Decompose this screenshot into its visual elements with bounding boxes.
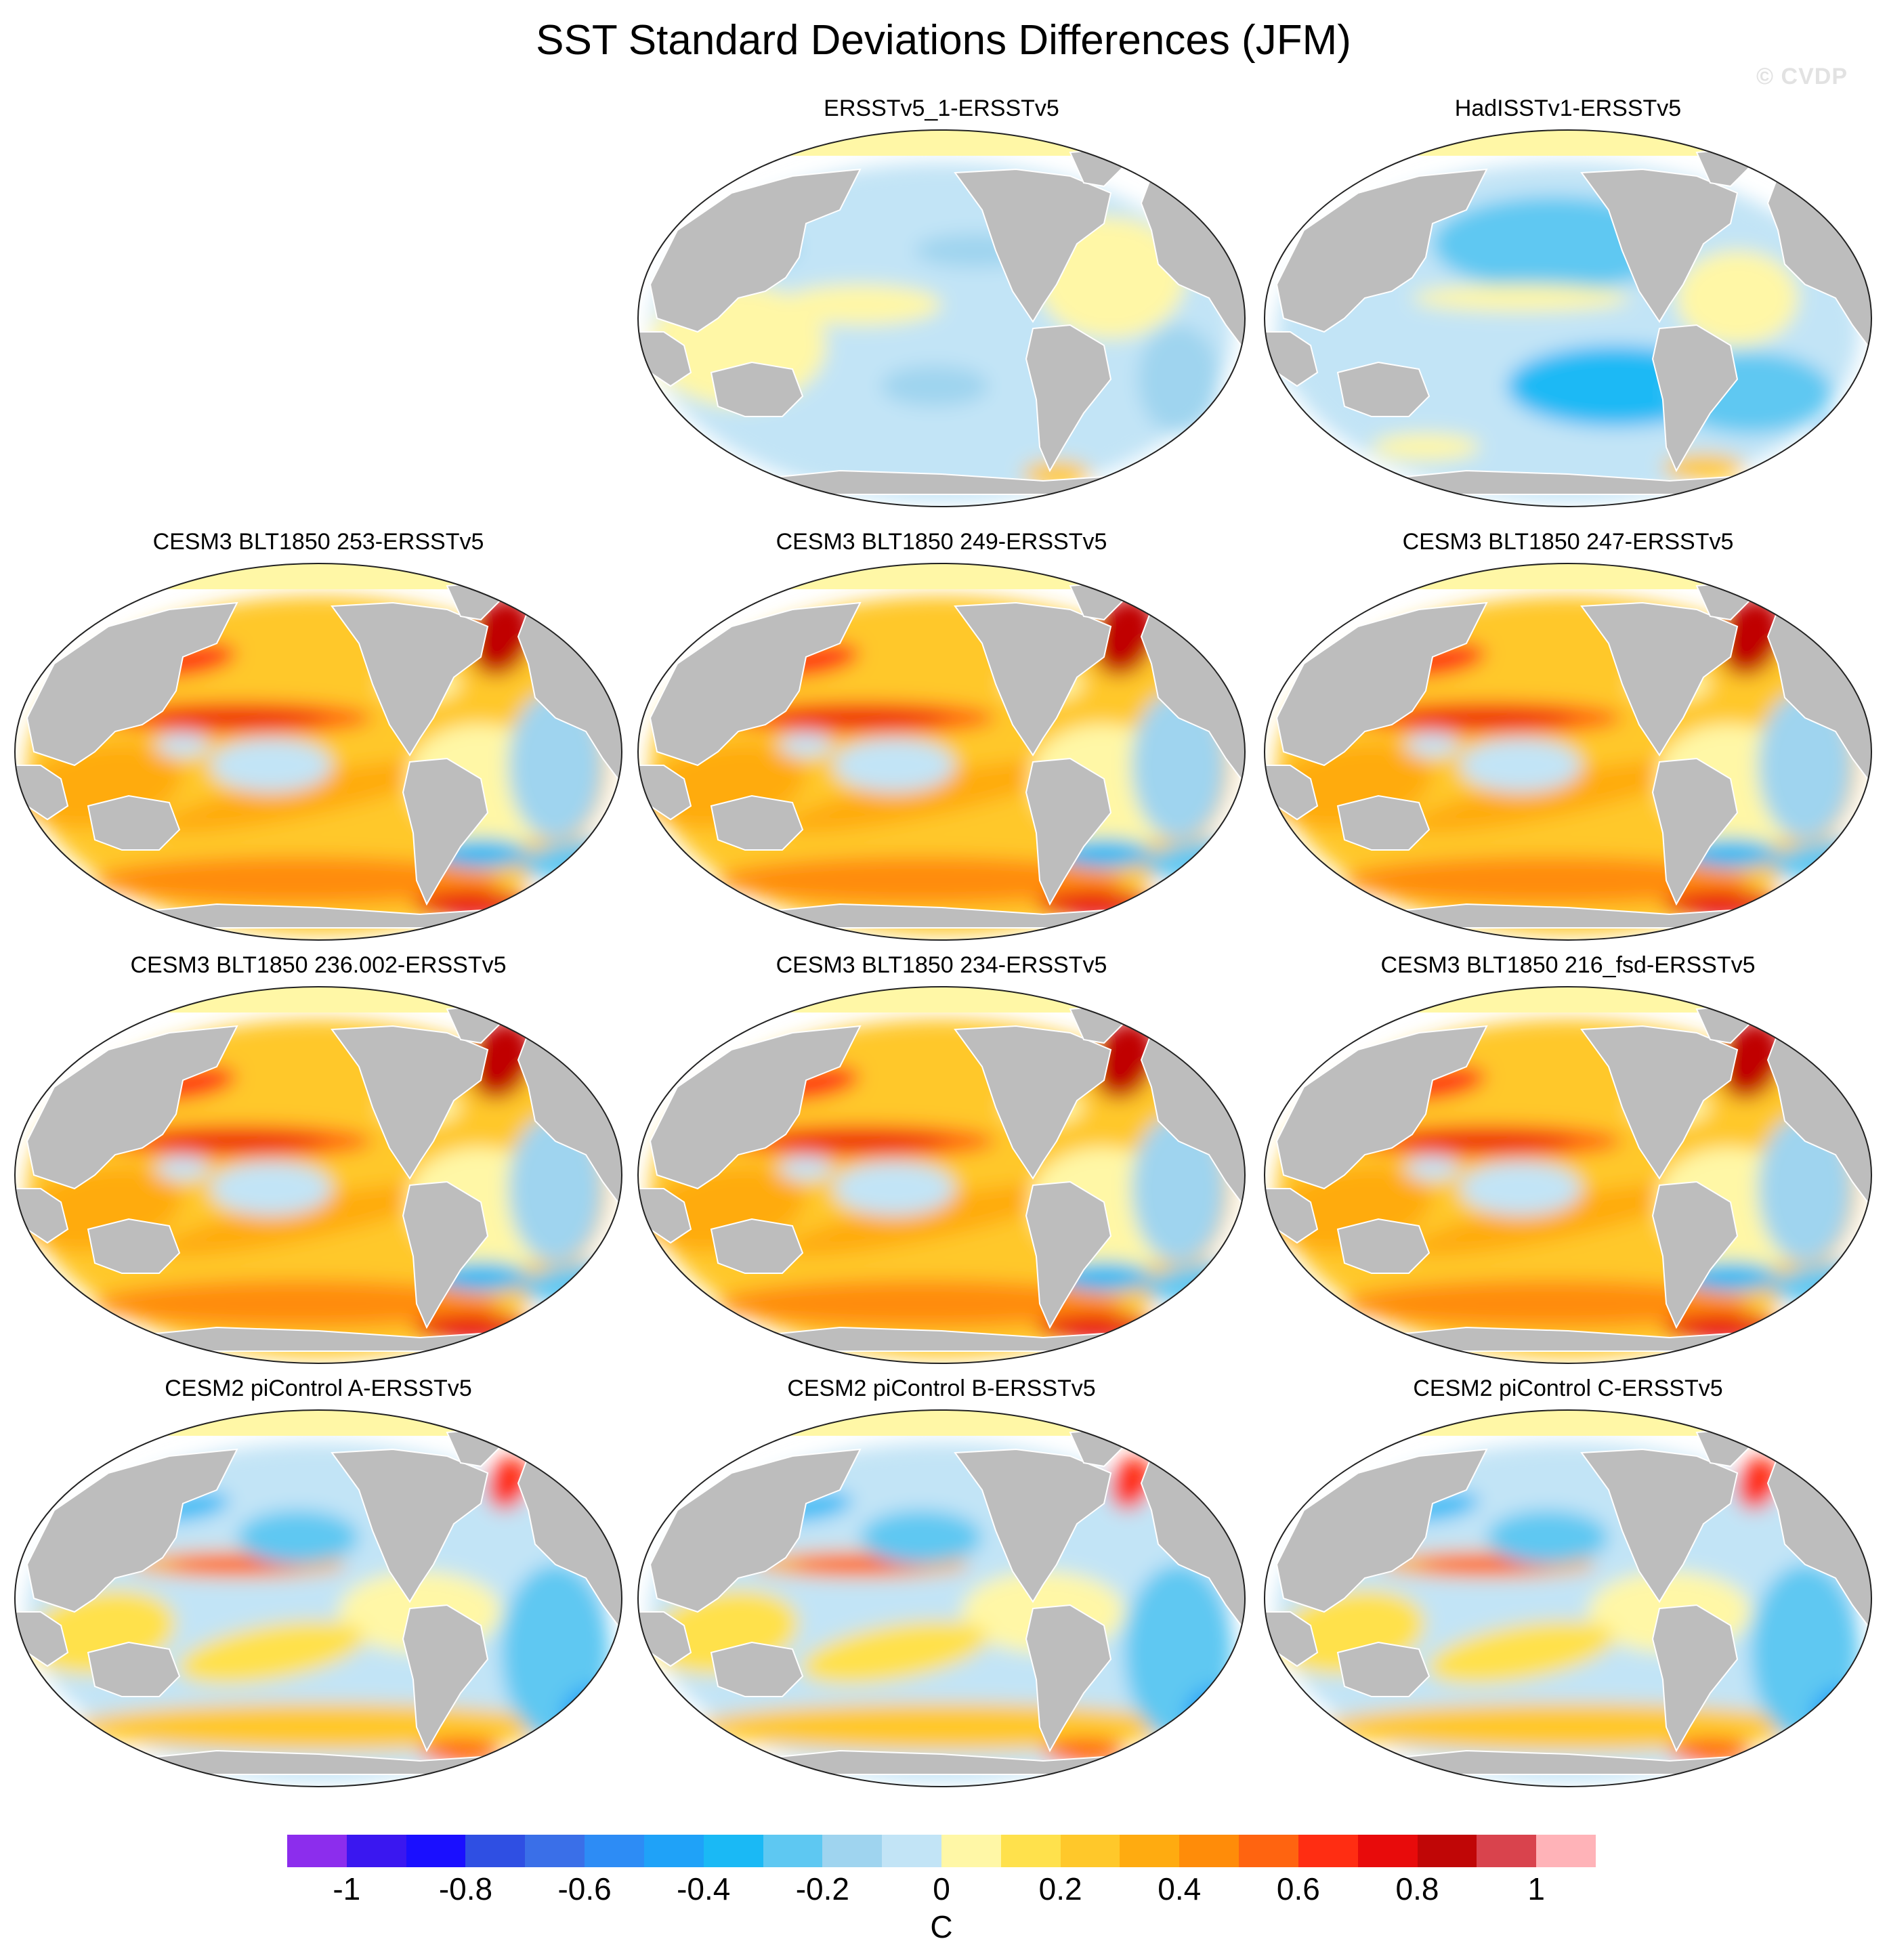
- colorbar-swatch: [585, 1835, 645, 1867]
- panel-title: CESM2 piControl B-ERSSTv5: [787, 1376, 1096, 1401]
- colorbar-swatch: [1357, 1835, 1418, 1867]
- arctic-region: [638, 563, 1245, 589]
- colorbar-swatch: [525, 1835, 585, 1867]
- map-border: [637, 563, 1246, 941]
- colorbar-tick-label: -0.2: [795, 1871, 849, 1906]
- map-image: [1264, 986, 1872, 1364]
- map-image: [14, 986, 622, 1364]
- arctic-region: [15, 1410, 622, 1436]
- colorbar-tick-label: -1: [333, 1871, 361, 1906]
- panel-title: CESM2 piControl A-ERSSTv5: [165, 1376, 472, 1401]
- map-panel: CESM3 BLT1850 249-ERSSTv5: [630, 528, 1253, 948]
- watermark: © CVDP: [1756, 64, 1848, 89]
- colorbar-swatch: [465, 1835, 526, 1867]
- land: [1265, 148, 1871, 495]
- land: [1265, 581, 1871, 929]
- arctic-region: [638, 130, 1245, 156]
- colorbar-tick-label: 0.2: [1038, 1871, 1082, 1906]
- colorbar-swatch: [763, 1835, 823, 1867]
- map-border: [1264, 129, 1872, 507]
- map-panel: CESM2 piControl B-ERSSTv5: [630, 1375, 1253, 1795]
- colorbar-tick-label: 1: [1527, 1871, 1545, 1906]
- panel-title: CESM3 BLT1850 236.002-ERSSTv5: [130, 952, 507, 978]
- colorbar-swatch: [1239, 1835, 1299, 1867]
- map-border: [637, 1409, 1246, 1787]
- sst-field: [21, 596, 622, 935]
- map-panel: CESM2 piControl C-ERSSTv5: [1256, 1375, 1880, 1795]
- colorbar-swatch: [1536, 1835, 1596, 1867]
- panel-title: CESM3 BLT1850 249-ERSSTv5: [776, 529, 1107, 555]
- map-panel: CESM3 BLT1850 253-ERSSTv5: [7, 528, 630, 948]
- map-image: [637, 129, 1246, 507]
- map-panel: CESM3 BLT1850 247-ERSSTv5: [1256, 528, 1880, 948]
- colorbar-swatch: [1000, 1835, 1061, 1867]
- panel-title: HadISSTv1-ERSSTv5: [1454, 95, 1682, 121]
- colorbar-swatch: [822, 1835, 883, 1867]
- map-border: [14, 1409, 622, 1787]
- map-panel: HadISSTv1-ERSSTv5: [1256, 95, 1880, 515]
- panel-title: CESM2 piControl C-ERSSTv5: [1413, 1376, 1723, 1401]
- panel-title: CESM3 BLT1850 234-ERSSTv5: [776, 952, 1107, 978]
- colorbar-swatch: [643, 1835, 704, 1867]
- colorbar: [287, 1835, 1596, 1867]
- arctic-region: [638, 1410, 1245, 1436]
- colorbar-swatch: [703, 1835, 764, 1867]
- map-panel: CESM3 BLT1850 236.002-ERSSTv5: [7, 952, 630, 1371]
- colorbar-swatch: [287, 1835, 347, 1867]
- map-panel: CESM2 piControl A-ERSSTv5: [7, 1375, 630, 1795]
- panel-title: ERSSTv5_1-ERSSTv5: [824, 95, 1059, 121]
- map-panel: CESM3 BLT1850 216_fsd-ERSSTv5: [1256, 952, 1880, 1371]
- colorbar-swatch: [346, 1835, 407, 1867]
- colorbar-swatch: [406, 1835, 466, 1867]
- panel-title: CESM3 BLT1850 216_fsd-ERSSTv5: [1380, 952, 1756, 978]
- arctic-region: [15, 987, 622, 1013]
- colorbar-tick-label: 0.6: [1276, 1871, 1320, 1906]
- colorbar-tick-label: -0.8: [438, 1871, 493, 1906]
- map-panel: CESM3 BLT1850 234-ERSSTv5: [630, 952, 1253, 1371]
- arctic-region: [1265, 1410, 1871, 1436]
- arctic-region: [1265, 987, 1871, 1013]
- map-border: [637, 129, 1246, 507]
- land: [1265, 1428, 1871, 1775]
- map-border: [637, 986, 1246, 1364]
- colorbar-swatch: [1477, 1835, 1537, 1867]
- colorbar-tick-label: 0.8: [1395, 1871, 1439, 1906]
- arctic-region: [15, 563, 622, 589]
- map-image: [1264, 563, 1872, 941]
- map-image: [1264, 129, 1872, 507]
- map-image: [14, 1409, 622, 1787]
- panel-title: CESM3 BLT1850 247-ERSSTv5: [1402, 529, 1734, 555]
- colorbar-tick-label: -0.6: [557, 1871, 612, 1906]
- colorbar-swatch: [1298, 1835, 1359, 1867]
- colorbar-swatch: [1179, 1835, 1239, 1867]
- figure-title: SST Standard Deviations Differences (JFM…: [536, 17, 1351, 64]
- map-image: [637, 1409, 1246, 1787]
- map-border: [1264, 1409, 1872, 1787]
- map-border: [1264, 986, 1872, 1364]
- colorbar-swatch: [1060, 1835, 1120, 1867]
- colorbar-tick-label: 0.4: [1158, 1871, 1202, 1906]
- arctic-region: [1265, 130, 1871, 156]
- map-panel: ERSSTv5_1-ERSSTv5: [630, 95, 1253, 515]
- map-border: [14, 986, 622, 1364]
- map-border: [14, 563, 622, 941]
- panel-title: CESM3 BLT1850 253-ERSSTv5: [152, 529, 484, 555]
- arctic-region: [638, 987, 1245, 1013]
- map-image: [1264, 1409, 1872, 1787]
- colorbar-swatch: [882, 1835, 942, 1867]
- land: [638, 581, 1245, 929]
- arctic-region: [1265, 563, 1871, 589]
- map-image: [14, 563, 622, 941]
- map-image: [637, 563, 1246, 941]
- map-border: [1264, 563, 1872, 941]
- colorbar-swatch: [941, 1835, 1002, 1867]
- colorbar-tick-label: 0: [933, 1871, 950, 1906]
- colorbar-tick-label: -0.4: [677, 1871, 731, 1906]
- colorbar-swatch: [1417, 1835, 1477, 1867]
- map-image: [637, 986, 1246, 1364]
- colorbar-swatch: [1120, 1835, 1180, 1867]
